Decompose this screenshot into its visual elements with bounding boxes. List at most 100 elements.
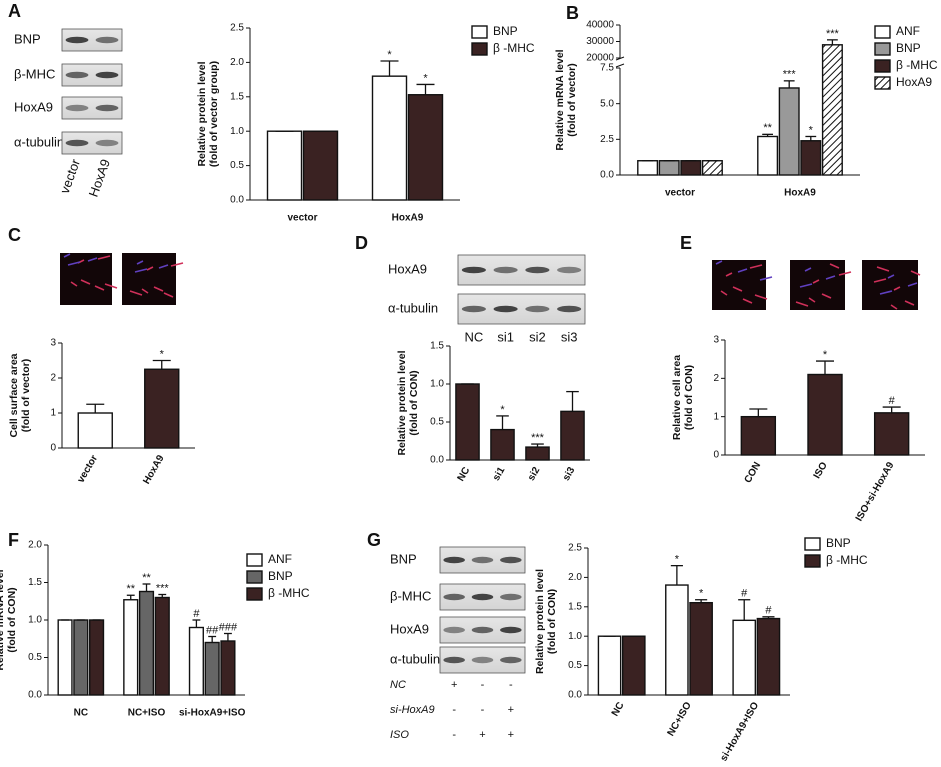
blot-band: [65, 104, 89, 112]
significance: ***: [156, 582, 170, 594]
bar: [800, 140, 822, 176]
blot-band: [471, 556, 494, 564]
blot-label: β-MHC: [390, 588, 431, 603]
bar: [621, 635, 646, 696]
blot-band: [500, 626, 522, 634]
cell-stain: [749, 264, 763, 269]
error-bar: [126, 594, 135, 600]
legend-swatch: [804, 537, 821, 551]
bar: [680, 160, 702, 176]
cell-stain: [754, 294, 768, 300]
y-tick-label: 2.5: [230, 23, 244, 34]
blot-band: [95, 71, 119, 79]
cell-stain: [799, 283, 813, 288]
bar: [57, 619, 73, 696]
blot-band: [493, 305, 518, 313]
legend-label: HoxA9: [896, 75, 932, 89]
blot-band: [471, 656, 494, 664]
y-tick-label: 0.0: [230, 195, 244, 206]
error-bar: [380, 60, 399, 77]
y-tick-label: 2.0: [230, 57, 244, 68]
blot-band: [500, 556, 522, 564]
legend-label: BNP: [896, 41, 921, 55]
y-tick-label: 1.0: [430, 379, 444, 390]
significance: ##: [206, 624, 219, 636]
y-axis-label: (fold of CON): [683, 365, 695, 430]
significance: #: [765, 605, 772, 617]
legend-swatch: [471, 25, 488, 39]
blot-band: [65, 71, 89, 79]
y-tick-label: 0.0: [430, 455, 444, 466]
cell-stain: [104, 283, 118, 289]
y-tick-label: 0.5: [430, 417, 444, 428]
cell-stain: [808, 297, 816, 303]
error-bar: [208, 635, 217, 643]
bar: [757, 135, 779, 176]
y-tick-label: 40000: [586, 20, 614, 31]
cell-stain: [904, 300, 915, 306]
condition-sign: -: [452, 704, 456, 716]
error-bar: [158, 593, 167, 598]
cell-stain: [87, 257, 98, 262]
error-bar: [86, 403, 105, 413]
bar: [188, 626, 204, 696]
error-bar: [223, 632, 232, 641]
cell-stain: [720, 290, 728, 296]
cell-stain: [67, 261, 81, 266]
cell-stain: [97, 255, 111, 260]
error-bar: [805, 135, 817, 141]
significance: *: [675, 554, 680, 566]
legend-label: BNP: [826, 536, 851, 550]
significance: #: [193, 608, 200, 620]
blot-band: [525, 305, 550, 313]
cell-stain: [163, 292, 174, 298]
bar: [220, 640, 236, 696]
blot-band: [443, 593, 465, 601]
bar: [89, 619, 105, 696]
significance: ***: [783, 69, 797, 81]
error-bar: [192, 619, 201, 628]
x-tick-label: HoxA9: [784, 188, 816, 199]
blot-strip: [61, 131, 123, 155]
legend-swatch: [874, 25, 891, 39]
legend-label: BNP: [268, 569, 293, 583]
blot-band: [461, 305, 486, 313]
legend-swatch: [471, 42, 488, 56]
blot-strip: [61, 96, 123, 120]
blot-label: BNP: [14, 31, 41, 46]
x-tick-label: NC: [456, 465, 473, 483]
y-tick-label: 0.0: [28, 690, 42, 701]
legend-swatch: [874, 76, 891, 90]
cell-stain: [795, 301, 809, 307]
x-tick-label: ISO+si-HoxA9: [854, 460, 897, 523]
blot-label: HoxA9: [388, 261, 427, 276]
significance: ***: [531, 432, 545, 444]
cell-stain: [141, 288, 149, 294]
y-axis-label: (fold of CON): [408, 370, 420, 435]
y-axis-label: Relative protein level: [534, 569, 546, 674]
bar: [144, 368, 180, 449]
bar: [73, 619, 89, 696]
blot-label: HoxA9: [390, 621, 429, 636]
cell-stain: [879, 290, 893, 295]
x-tick-label: si2: [526, 465, 543, 483]
y-tick-label: 0.0: [568, 690, 582, 701]
error-bar: [827, 39, 838, 45]
significance: **: [763, 122, 772, 134]
significance: *: [387, 49, 392, 61]
y-tick-label: 7.5: [600, 63, 614, 74]
bar: [756, 617, 781, 696]
error-bar: [142, 583, 151, 592]
error-bar: [695, 599, 708, 603]
bar: [138, 590, 155, 696]
y-axis-label: Relative mRNA level: [0, 569, 6, 670]
cell-stain: [158, 264, 169, 269]
y-axis-label: Relative cell area: [671, 355, 683, 440]
blot-band: [557, 305, 582, 313]
blot-strip: [61, 63, 123, 87]
lane-label: vector: [57, 156, 83, 195]
x-tick-label: NC+ISO: [128, 708, 166, 719]
bar: [778, 87, 800, 176]
y-axis-label: Cell surface area: [8, 353, 20, 437]
